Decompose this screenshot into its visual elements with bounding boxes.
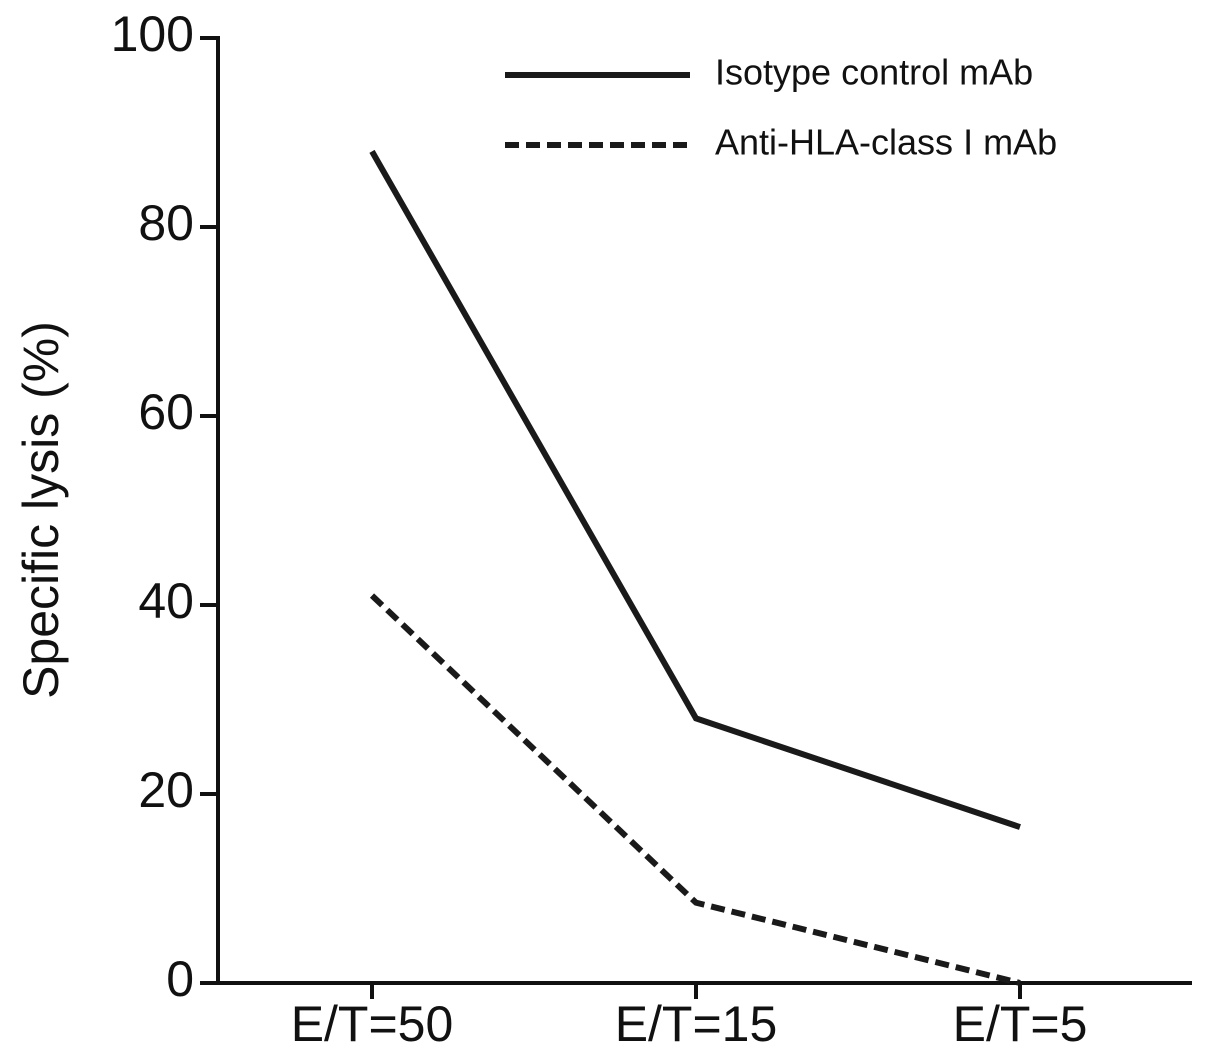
y-tick-label: 20 [138,762,194,818]
x-tick-label: E/T=5 [953,996,1088,1052]
y-tick-label: 100 [111,6,194,62]
series-line [369,593,1021,986]
y-tick-label: 40 [138,573,194,629]
y-axis-label: Specific lysis (%) [13,321,69,699]
legend-label: Isotype control mAb [715,52,1033,93]
y-tick-label: 0 [166,951,194,1007]
series-line [369,149,1021,830]
x-tick-label: E/T=15 [615,996,778,1052]
y-tick-label: 80 [138,195,194,251]
legend-label: Anti-HLA-class I mAb [715,122,1057,163]
x-tick-label: E/T=50 [291,996,454,1052]
y-tick-label: 60 [138,384,194,440]
